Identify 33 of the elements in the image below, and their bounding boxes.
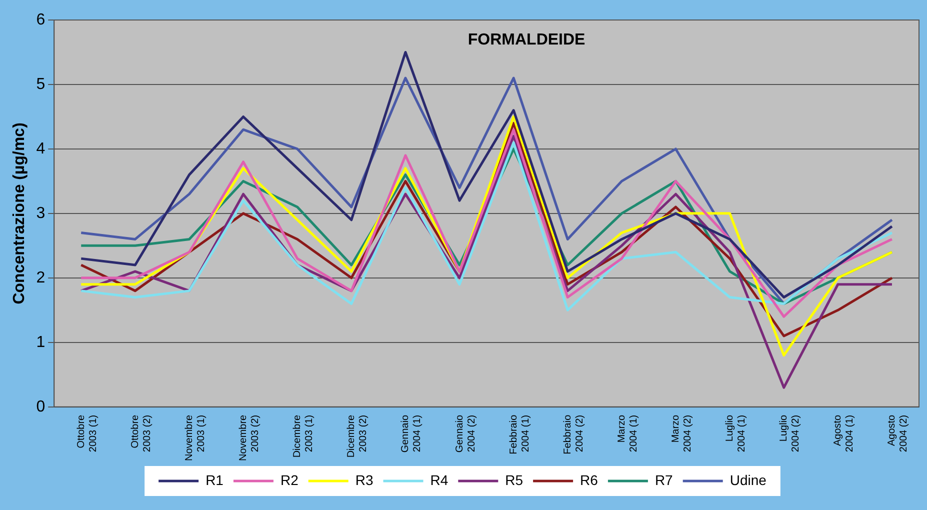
x-tick-label: Luglio 2004 (1)	[724, 414, 748, 452]
x-tick-label: Novembre 2003 (1)	[184, 414, 207, 462]
x-tick-label: Gennaio 2004 (1)	[400, 414, 424, 453]
y-tick-label: 4	[36, 140, 46, 158]
legend-label: R5	[505, 472, 524, 488]
legend-label: R7	[654, 472, 674, 488]
x-tick-label: Gennaio 2004 (2)	[454, 414, 478, 453]
legend-label: R3	[355, 472, 374, 488]
x-tick-label: Marzo 2004 (1)	[616, 414, 640, 452]
legend-label: R6	[580, 472, 598, 488]
x-tick-label: Agosto 2004 (2)	[886, 414, 910, 452]
x-tick-label: Ottobre 2003 (1)	[76, 414, 99, 452]
legend-label: Udine	[730, 472, 767, 488]
y-tick-label: 3	[36, 204, 46, 222]
x-tick-label: Marzo 2004 (2)	[670, 414, 694, 452]
legend-label: R2	[280, 472, 299, 488]
y-tick-label: 5	[36, 76, 46, 93]
x-tick-label: Febbraio 2004 (1)	[508, 414, 532, 454]
y-tick-label: 1	[36, 334, 46, 351]
x-tick-label: Luglio 2004 (2)	[778, 414, 802, 452]
y-tick-label: 0	[36, 398, 46, 416]
text: FORMALDEIDE	[468, 31, 586, 48]
x-tick-label: Novembre 2003 (2)	[238, 414, 262, 462]
x-tick-label: Ottobre 2003 (2)	[130, 414, 153, 452]
x-tick-label: Dicembre 2003 (1)	[292, 414, 316, 458]
x-tick-label: Dicembre 2003 (2)	[346, 414, 370, 458]
legend-label: R4	[430, 472, 448, 488]
y-tick-label: 2	[36, 269, 46, 286]
y-tick-label: 6	[36, 11, 46, 28]
x-tick-label: Febbraio 2004 (2)	[562, 414, 586, 454]
y-axis-title: Concentrazione (µg/mc)	[11, 122, 28, 304]
x-tick-label: Agosto 2004 (1)	[832, 414, 856, 452]
legend-label: R1	[206, 472, 224, 488]
